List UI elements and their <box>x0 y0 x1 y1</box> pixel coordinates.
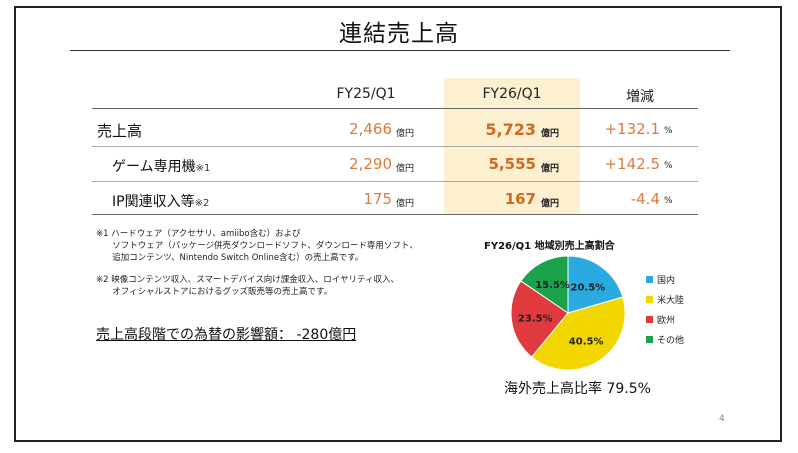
row-sales-change: +132.1 <box>604 120 660 138</box>
legend-swatch-3 <box>646 336 653 343</box>
unit: 億円 <box>541 129 560 139</box>
row-ip-curr: 167 <box>504 190 536 208</box>
pct-unit: % <box>664 126 673 136</box>
row-label-hardware: ゲーム専用機※1 <box>112 159 211 175</box>
col-header-change: 増減 <box>626 89 654 105</box>
unit: 億円 <box>541 199 560 209</box>
slide-frame <box>14 6 782 442</box>
row-rule <box>92 181 698 182</box>
pie-slice-1 <box>530 296 626 371</box>
row-label-ip: IP関連収入等※2 <box>112 194 210 210</box>
overseas-ratio: 海外売上高比率 79.5% <box>504 381 651 397</box>
row-ip-prev: 175 <box>363 190 392 208</box>
unit: 億円 <box>396 199 415 209</box>
chart-title: FY26/Q1 地域別売上高割合 <box>484 241 615 252</box>
col-header-prev: FY25/Q1 <box>336 86 396 102</box>
row-sales-prev: 2,466 <box>349 120 392 138</box>
pie-slice-2 <box>510 280 569 358</box>
unit: 億円 <box>541 164 560 174</box>
row-hardware-change: +142.5 <box>604 155 660 173</box>
legend-swatch-2 <box>646 316 653 323</box>
pie-label-0: 20.5% <box>570 283 605 294</box>
footnote-1: ※1 ハードウェア（アクセサリ、amiibo含む）および ソフトウェア（パッケー… <box>96 229 418 263</box>
col-header-curr: FY26/Q1 <box>482 86 542 102</box>
legend-swatch-0 <box>646 276 653 283</box>
row-hardware-prev: 2,290 <box>349 155 392 173</box>
table-bottom-rule <box>92 214 698 215</box>
pie-label-3: 15.5% <box>535 280 570 291</box>
pie-label-2: 23.5% <box>518 314 553 325</box>
pie-label-1: 40.5% <box>569 337 604 348</box>
legend-label-3: その他 <box>657 334 684 346</box>
row-label-sales: 売上高 <box>97 122 143 140</box>
legend-label-1: 米大陸 <box>657 294 684 306</box>
row-ip-change: -4.4 <box>630 190 660 208</box>
pct-unit: % <box>664 196 673 206</box>
fx-impact: 売上高段階での為替の影響額： -280億円 <box>96 327 357 343</box>
legend-swatch-1 <box>646 296 653 303</box>
unit: 億円 <box>396 164 415 174</box>
row-sales-curr: 5,723 <box>485 120 536 139</box>
page-title: 連結売上高 <box>339 21 459 47</box>
pie-slice-0 <box>567 255 624 314</box>
legend-label-0: 国内 <box>657 274 675 286</box>
header-rule <box>92 108 698 109</box>
row-hardware-curr: 5,555 <box>488 155 536 173</box>
footnote-2: ※2 映像コンテンツ収入、スマートデバイス向け課金収入、ロイヤリティ収入、 オフ… <box>96 275 399 297</box>
unit: 億円 <box>396 129 415 139</box>
page-number: 4 <box>719 414 725 424</box>
legend-label-2: 欧州 <box>657 314 675 326</box>
row-rule <box>92 146 698 147</box>
pct-unit: % <box>664 161 673 171</box>
pie-slice-3 <box>520 255 569 314</box>
title-divider <box>70 50 730 51</box>
